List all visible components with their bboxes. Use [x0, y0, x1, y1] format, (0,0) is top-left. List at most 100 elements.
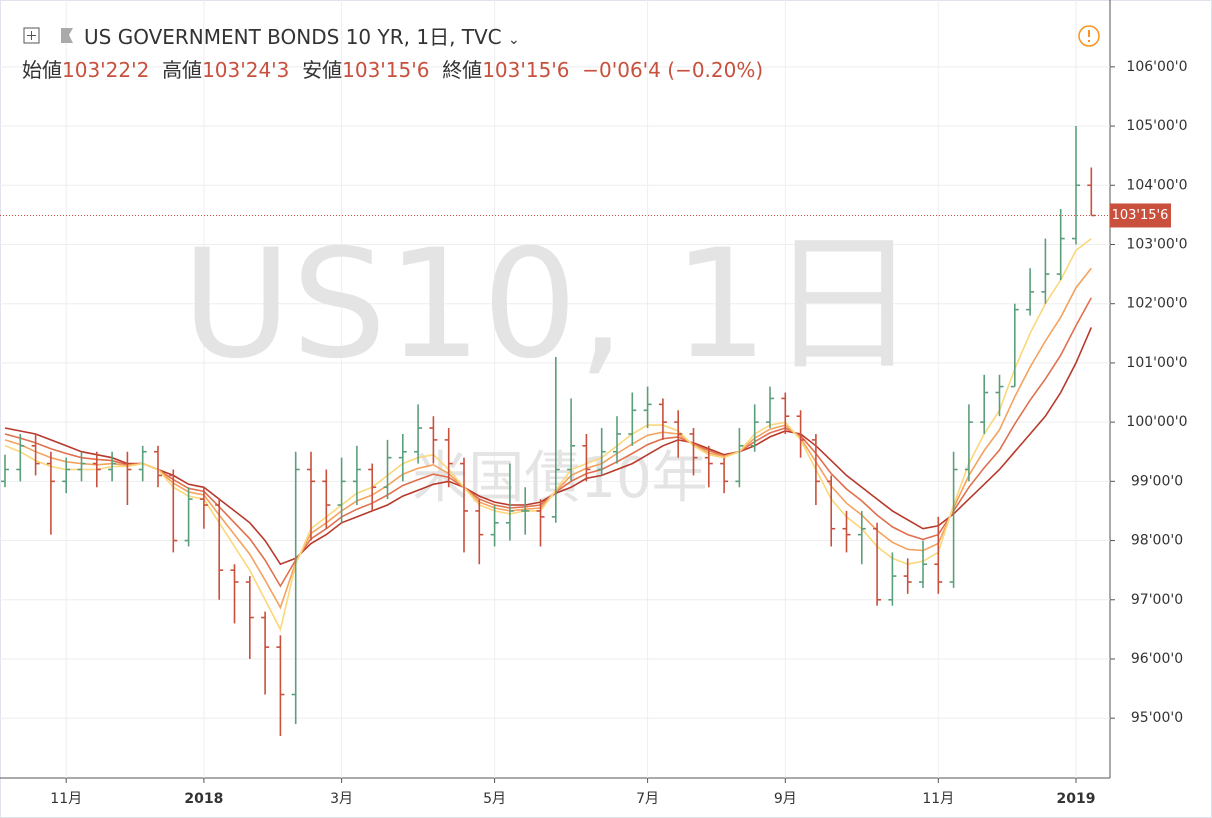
- ohlc-bar: [888, 552, 897, 606]
- ohlc-bar: [674, 410, 683, 458]
- ohlc-bar: [919, 540, 927, 588]
- ohlc-bar: [307, 451, 315, 541]
- ohlc-bar: [750, 404, 759, 452]
- title: US GOVERNMENT BONDS 10 YR, 1日, TVC: [84, 25, 502, 49]
- ohlc-bar: [368, 463, 377, 511]
- y-tick-label: 104'00'0: [1126, 177, 1187, 193]
- ohlc-bar: [337, 457, 346, 523]
- low-label: 安値: [302, 58, 343, 82]
- ohlc-bar: [138, 445, 147, 482]
- x-tick-label: 3月: [330, 791, 353, 807]
- ohlc-bar: [123, 451, 132, 506]
- ohlc-bar: [352, 445, 361, 506]
- change-value: −0'06'4 (−0.20%): [582, 58, 764, 82]
- ohlc-bar: [1041, 238, 1050, 304]
- header: US GOVERNMENT BONDS 10 YR, 1日, TVC ⌄ 始値1…: [22, 22, 763, 85]
- ohlc-bar: [811, 433, 820, 506]
- ohlc-bar: [658, 398, 667, 440]
- watermark-sub: 米国債10年: [412, 446, 707, 511]
- ohlc-bar: [46, 451, 55, 535]
- ohlc-bar: [704, 445, 713, 488]
- ohlc-bar: [857, 510, 866, 565]
- ohlc-bar: [276, 635, 285, 736]
- title-row: US GOVERNMENT BONDS 10 YR, 1日, TVC ⌄: [22, 22, 763, 55]
- close-label: 終値: [442, 58, 483, 82]
- high-label: 高値: [162, 58, 203, 82]
- ohlc-bar: [995, 374, 1004, 417]
- x-tick-label: 11月: [922, 791, 954, 807]
- alert-icon[interactable]: [1078, 25, 1100, 47]
- ohlc-bar: [230, 564, 239, 624]
- ohlc-bar: [964, 404, 973, 482]
- y-tick-label: 102'00'0: [1126, 296, 1187, 312]
- ohlc-bar: [1087, 167, 1096, 217]
- ohlc-bar: [383, 439, 392, 500]
- watermark: US10, 1日: [182, 218, 919, 392]
- ohlc-bar: [613, 416, 621, 464]
- ohlc-bar: [1, 454, 9, 488]
- y-tick-label: 103'00'0: [1126, 236, 1187, 252]
- ohlc-bar: [689, 428, 698, 476]
- open-value: 103'22'2: [62, 58, 150, 82]
- ohlc-bar: [245, 576, 254, 659]
- ohlc-bar: [842, 510, 851, 553]
- ohlc-bar: [31, 433, 40, 476]
- ma-line: [4, 237, 1092, 632]
- ohlc-bar: [460, 457, 468, 553]
- ohlc-row: 始値103'22'2 高値103'24'3 安値103'15'6 終値103'1…: [22, 55, 763, 85]
- ohlc-bar: [1056, 208, 1065, 281]
- ohlc-bar: [261, 611, 270, 695]
- ohlc-bar: [567, 398, 576, 482]
- last-price-box: [1110, 203, 1171, 228]
- y-tick-label: 95'00'0: [1131, 710, 1183, 726]
- ohlc-bar: [551, 356, 560, 523]
- ohlc-bar: [505, 463, 514, 541]
- y-tick-label: 97'00'0: [1131, 592, 1183, 608]
- ohlc-bar: [475, 499, 484, 565]
- low-value: 103'15'6: [342, 58, 430, 82]
- dropdown[interactable]: ⌄: [508, 32, 520, 48]
- ohlc-bar: [169, 469, 178, 553]
- ohlc-bar: [1026, 268, 1035, 316]
- flag-icon[interactable]: [61, 28, 73, 43]
- ohlc-bar: [827, 475, 836, 547]
- last-price-label: 103'15'6: [1112, 208, 1169, 223]
- ohlc-bar: [444, 428, 453, 488]
- ohlc-bar: [934, 516, 943, 594]
- ohlc-bar: [215, 499, 224, 600]
- x-tick-label: 9月: [774, 791, 797, 807]
- y-tick-label: 98'00'0: [1131, 533, 1183, 549]
- ohlc-bar: [291, 451, 300, 725]
- ohlc-bar: [536, 499, 545, 547]
- ohlc-bar: [628, 392, 637, 446]
- ohlc-bar: [490, 505, 499, 547]
- ohlc-bar: [398, 433, 407, 482]
- y-tick-label: 101'00'0: [1126, 355, 1187, 371]
- expand-icon[interactable]: [23, 27, 40, 44]
- ohlc-bar: [16, 433, 25, 482]
- y-tick-label: 99'00'0: [1131, 473, 1183, 489]
- ohlc-bar: [1010, 303, 1019, 388]
- ohlc-bar: [62, 457, 71, 494]
- ohlc-bar: [414, 404, 423, 464]
- ohlc-bar: [597, 428, 606, 476]
- x-tick-label: 2019: [1057, 791, 1096, 807]
- x-tick-label: 11月: [50, 791, 82, 807]
- ohlc-bar: [720, 457, 729, 494]
- ohlc-bar: [766, 386, 774, 429]
- x-tick-label: 2018: [184, 791, 223, 807]
- ohlc-bar: [322, 469, 331, 529]
- x-tick-label: 7月: [636, 791, 659, 807]
- ohlc-bar: [643, 386, 652, 429]
- ohlc-bar: [873, 522, 882, 606]
- ohlc-bar: [949, 451, 958, 588]
- y-tick-label: 105'00'0: [1126, 118, 1187, 134]
- ohlc-bar: [199, 487, 208, 529]
- y-tick-label: 96'00'0: [1131, 651, 1183, 667]
- ohlc-bar: [521, 487, 530, 535]
- ohlc-bar: [77, 451, 86, 482]
- ohlc-bar: [108, 451, 117, 482]
- close-value: 103'15'6: [482, 58, 570, 82]
